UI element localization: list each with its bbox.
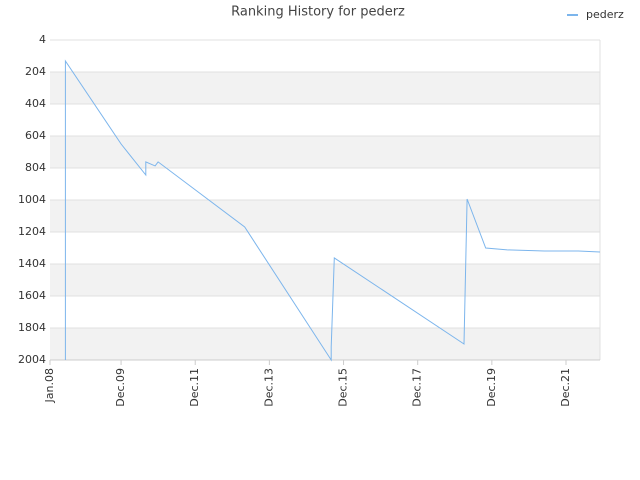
x-tick-label: Dec.13 (262, 368, 275, 407)
x-tick-label: Dec.09 (114, 368, 127, 407)
x-tick-label: Jan.08 (43, 368, 56, 403)
x-tick-label: Dec.17 (411, 368, 424, 407)
legend-label: pederz (586, 8, 624, 21)
grid-band (50, 136, 600, 168)
y-tick-label: 404 (25, 97, 46, 110)
y-tick-label: 204 (25, 65, 46, 78)
x-tick-label: Dec.21 (559, 368, 572, 407)
x-tick-label: Dec.19 (485, 368, 498, 407)
x-tick-label: Dec.11 (188, 368, 201, 407)
y-tick-label: 604 (25, 129, 46, 142)
grid-band (50, 264, 600, 296)
y-tick-label: 1004 (18, 193, 46, 206)
y-tick-label: 4 (39, 33, 46, 46)
grid-band (50, 72, 600, 104)
grid-band (50, 328, 600, 360)
x-tick-label: Dec.15 (337, 368, 350, 407)
y-tick-label: 1404 (18, 257, 46, 270)
y-tick-label: 2004 (18, 353, 46, 366)
y-tick-label: 1604 (18, 289, 46, 302)
chart-title: Ranking History for pederz (231, 5, 405, 20)
data-line (64, 59, 601, 362)
grid-band (50, 200, 600, 232)
y-tick-label: 1204 (18, 225, 46, 238)
y-tick-label: 1804 (18, 321, 46, 334)
y-tick-label: 804 (25, 161, 46, 174)
